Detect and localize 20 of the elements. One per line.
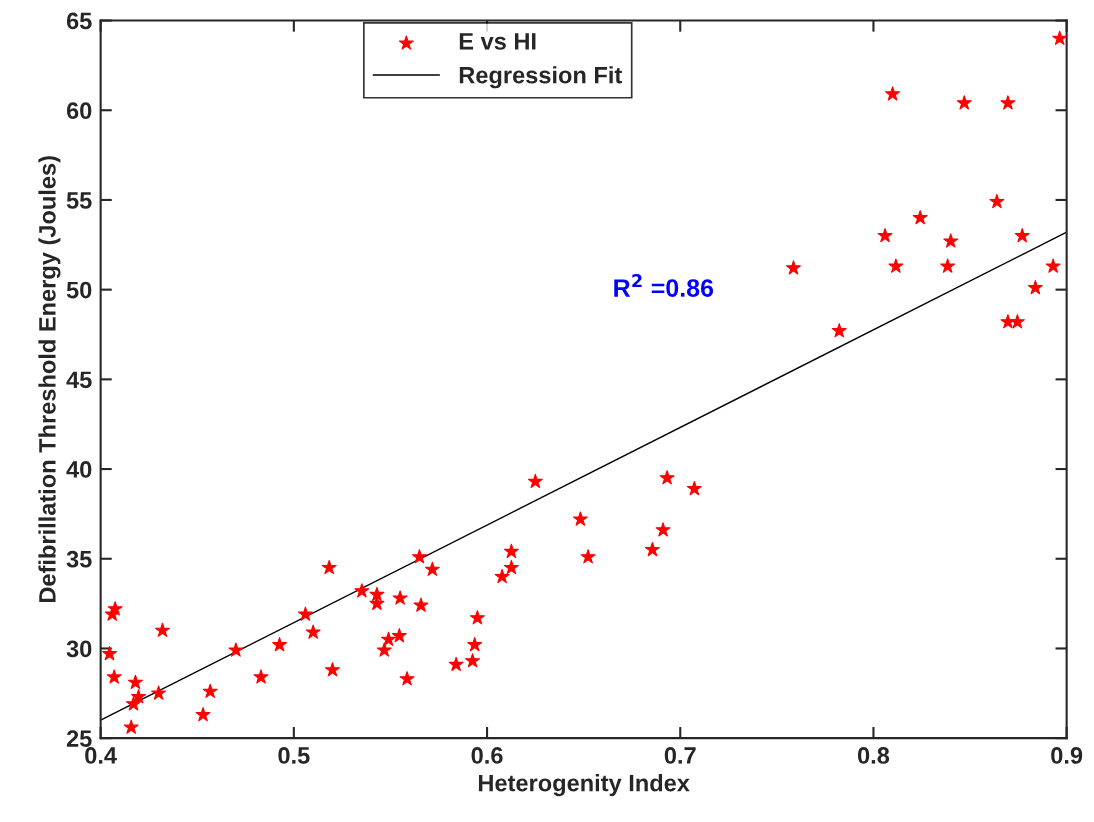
- x-tick-label: 0.6: [471, 747, 503, 764]
- x-tick-label: 0.7: [664, 747, 696, 764]
- y-tick-label: 60: [66, 102, 92, 120]
- x-tick-label: 0.5: [278, 747, 310, 764]
- x-tick-label: 0.4: [85, 747, 117, 764]
- y-tick-label: 35: [66, 550, 92, 568]
- y-tick-label: 30: [66, 640, 92, 658]
- legend-label: Regression Fit: [459, 66, 622, 89]
- annotation: R$^{2}$ =0.86: [614, 274, 714, 297]
- y-tick-label: 50: [66, 281, 92, 299]
- y-tick-label: 40: [66, 461, 92, 478]
- x-tick-label: 0.8: [857, 747, 890, 764]
- x-tick-label: 0.9: [1051, 747, 1083, 764]
- y-tick-label: 55: [66, 192, 92, 209]
- x-axis-title: Heterogenity Index: [478, 774, 690, 797]
- y-tick-label: 65: [66, 12, 92, 30]
- legend-label: E vs HI: [459, 33, 536, 50]
- y-axis-title: Defibrillation Threshold Energy (Joules): [38, 156, 61, 603]
- y-tick-label: 45: [66, 371, 92, 389]
- y-tick-label: 25: [66, 730, 92, 747]
